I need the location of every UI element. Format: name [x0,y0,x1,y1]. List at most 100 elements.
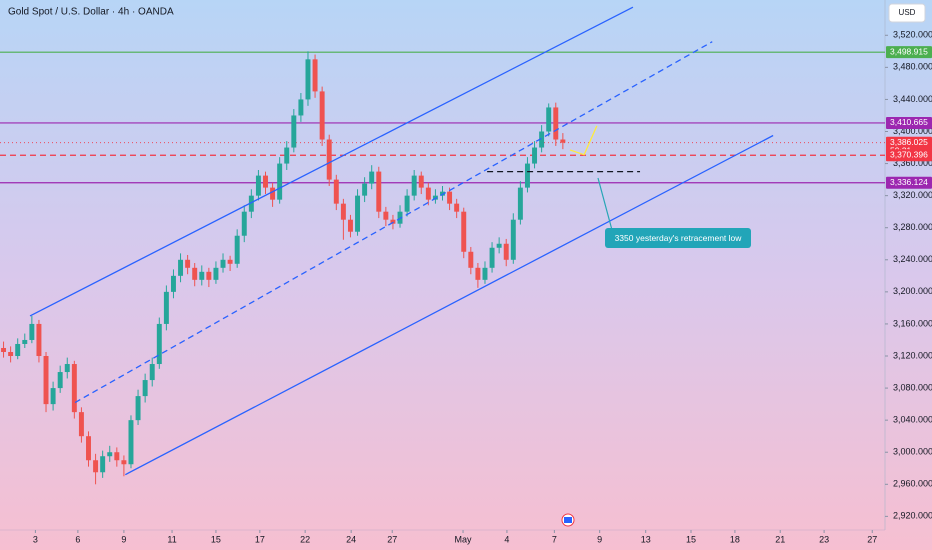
x-tick-label: 11 [167,534,176,544]
candle-body [178,259,184,276]
candle-body [15,343,21,357]
candle-body [312,59,318,92]
candle-body [199,271,205,280]
candle-body [524,163,530,188]
y-tick-label: 3,400.000 [893,126,932,136]
y-tick-label: 3,200.000 [893,286,932,296]
candle-body [255,175,261,196]
y-tick-label: 3,320.000 [893,190,932,200]
candle-body [340,203,346,220]
currency[interactable]: USD [899,8,916,17]
x-tick-label: 9 [597,534,602,544]
x-tick-label: 13 [641,534,651,544]
currency-box[interactable] [888,3,926,23]
candle-body [546,107,552,132]
candle-body [64,364,70,373]
candle-body [482,267,488,280]
y-tick-label: 2,960.000 [893,479,932,489]
candle-body [213,267,219,280]
candle-body [376,171,382,212]
x-tick-label: 22 [300,534,310,544]
y-tick-label: 3,160.000 [893,318,932,328]
candle-body [163,291,169,324]
y-tick-label: 3,520.000 [893,30,932,40]
candle-body [333,179,339,204]
y-tick-label: 3,000.000 [893,447,932,457]
trendline [125,134,774,476]
x-tick-label: 4 [504,534,509,544]
candle-body [277,163,283,200]
candle-body [475,267,481,280]
candle-body [29,323,35,340]
y-tick-label: 3,480.000 [893,62,932,72]
candle-body [270,187,276,200]
x-tick-label: 15 [686,534,696,544]
price-label: 3,498.915 [890,46,928,56]
candle-body [1,347,7,352]
candle-body [192,267,198,280]
candle-body [447,191,453,204]
price-label: 3,370.396 [890,149,928,159]
trendline [569,125,598,156]
candle-body [468,251,474,268]
candle-body [8,351,14,357]
candle-body [532,147,538,164]
candle-body [496,243,502,248]
annotation: 3350 yesterday's retracement low [615,233,743,243]
candle-body [135,396,141,421]
x-tick-label: 9 [121,534,126,544]
candle-body [298,99,304,116]
candle-body [185,259,191,268]
candle-body [128,420,134,465]
candle-body [57,372,63,389]
candle-body [411,175,417,196]
candle-body [156,323,162,365]
candle-body [78,412,84,437]
y-tick-label: 3,080.000 [893,382,932,392]
candle-body [362,183,368,196]
x-tick-label: 18 [730,534,740,544]
candle-body [142,380,148,397]
y-tick-label: 3,280.000 [893,222,932,232]
price-label-box [886,116,932,129]
candle-body [170,275,176,292]
trendline [29,6,634,317]
y-tick-label: 3,440.000 [893,94,932,104]
candle-body [440,191,445,196]
annotation-box [605,228,751,248]
trendline [74,41,713,404]
candle-body [100,456,106,473]
x-tick-label: 7 [552,534,557,544]
candle-body [43,356,49,405]
y-tick-label: 3,360.000 [893,158,932,168]
candle-body [369,171,375,184]
candle-body [284,147,290,164]
y-tick-label: 3,240.000 [893,254,932,264]
candle-body [553,107,559,140]
x-tick-label: 24 [346,534,356,544]
candle-body [355,195,361,232]
price-label: 3,336.124 [890,177,928,187]
candle-body [107,452,113,457]
x-tick-label: 6 [75,534,80,544]
price-label: 3,386.025 [890,137,928,147]
candle-body [86,436,91,461]
candle-body [390,219,396,224]
candle-body [503,243,509,260]
y-tick-label: 2,920.000 [893,511,932,521]
plot: 2,920.000 2,960.000 3,000.000 3,040.000 3,08… [0,6,932,544]
event-icon-flag[interactable] [564,517,572,523]
x-tick-label: May [455,534,473,544]
candle-body [397,211,403,224]
chart-title: Gold Spot / U.S. Dollar · 4h · OANDA [8,7,174,18]
candle-body [461,211,467,252]
x-tick-label: 23 [819,534,829,544]
x-tick-label: 3 [33,534,38,544]
y-tick-label: 3,040.000 [893,415,932,425]
candle-body [305,59,311,100]
candle-body [454,203,460,212]
candle-body [241,211,247,236]
price-label: 3,410.665 [890,117,928,127]
candle-body [291,115,297,148]
